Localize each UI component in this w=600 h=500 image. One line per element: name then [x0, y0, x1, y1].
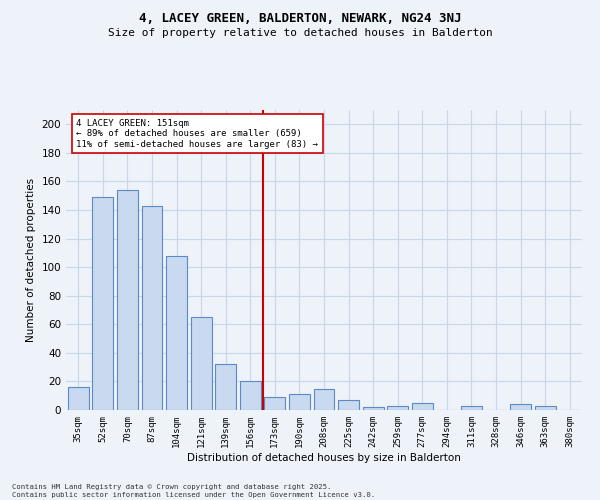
- Text: 4, LACEY GREEN, BALDERTON, NEWARK, NG24 3NJ: 4, LACEY GREEN, BALDERTON, NEWARK, NG24 …: [139, 12, 461, 26]
- Bar: [68, 387, 89, 410]
- Text: Contains HM Land Registry data © Crown copyright and database right 2025.
Contai: Contains HM Land Registry data © Crown c…: [12, 484, 375, 498]
- Bar: [240, 382, 261, 410]
- Bar: [289, 394, 310, 410]
- Bar: [314, 388, 334, 410]
- Bar: [461, 406, 482, 410]
- Bar: [142, 206, 163, 410]
- Bar: [412, 403, 433, 410]
- X-axis label: Distribution of detached houses by size in Balderton: Distribution of detached houses by size …: [187, 452, 461, 462]
- Bar: [387, 406, 408, 410]
- Bar: [191, 317, 212, 410]
- Bar: [215, 364, 236, 410]
- Bar: [117, 190, 138, 410]
- Bar: [166, 256, 187, 410]
- Text: 4 LACEY GREEN: 151sqm
← 89% of detached houses are smaller (659)
11% of semi-det: 4 LACEY GREEN: 151sqm ← 89% of detached …: [76, 119, 318, 149]
- Bar: [265, 397, 286, 410]
- Bar: [362, 407, 383, 410]
- Bar: [92, 197, 113, 410]
- Bar: [535, 406, 556, 410]
- Text: Size of property relative to detached houses in Balderton: Size of property relative to detached ho…: [107, 28, 493, 38]
- Y-axis label: Number of detached properties: Number of detached properties: [26, 178, 36, 342]
- Bar: [338, 400, 359, 410]
- Bar: [510, 404, 531, 410]
